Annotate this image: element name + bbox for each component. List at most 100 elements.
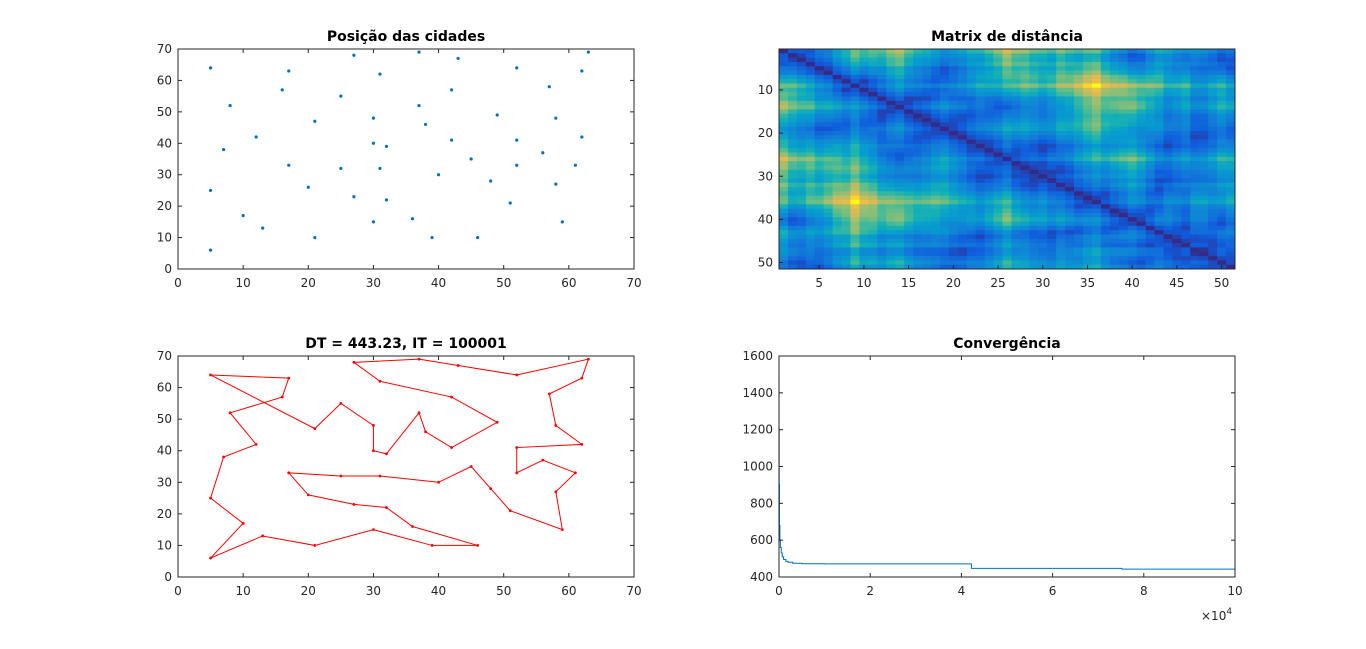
distance-cell	[1199, 109, 1209, 115]
distance-cell	[886, 74, 896, 80]
distance-cell	[1002, 208, 1012, 214]
distance-cell	[895, 230, 905, 235]
distance-cell	[1020, 122, 1030, 127]
distance-cell	[850, 260, 860, 266]
distance-cell	[1118, 165, 1129, 171]
distance-cell	[859, 122, 869, 127]
distance-cell	[1011, 49, 1021, 54]
distance-cell	[1199, 238, 1209, 244]
distance-cell	[1011, 238, 1021, 244]
route-xtick-label: 0	[174, 584, 182, 598]
distance-cell	[814, 225, 825, 231]
distance-cell	[1163, 243, 1173, 248]
distance-cell	[957, 130, 968, 136]
distance-cell	[913, 49, 923, 54]
distance-cell	[1029, 174, 1039, 179]
distance-cell	[796, 225, 807, 231]
distance-cell	[1154, 204, 1164, 209]
convergence-xtick-label: 10	[1227, 584, 1242, 598]
distance-cell	[1217, 161, 1227, 166]
distance-cell	[1145, 49, 1155, 54]
distance-cell	[993, 256, 1003, 261]
distance-cell	[841, 161, 851, 166]
distance-cell	[1181, 199, 1191, 205]
distance-cell	[1074, 178, 1084, 184]
distance-cell	[993, 148, 1003, 153]
distance-cell	[1065, 92, 1075, 97]
distance-cell	[779, 247, 789, 253]
distance-cell	[1145, 230, 1155, 235]
distance-cell	[1020, 130, 1030, 136]
distance-cell	[796, 212, 807, 218]
distance-cell	[1226, 118, 1236, 123]
distance-cell	[1163, 100, 1173, 106]
distance-cell	[1109, 96, 1120, 102]
distance-cell	[1020, 187, 1030, 192]
distance-cell	[1109, 230, 1120, 235]
distance-cell	[814, 256, 825, 261]
distance-cell	[904, 105, 914, 110]
distance-cell	[957, 161, 968, 166]
distance-cell	[984, 243, 994, 248]
distance-cell	[841, 191, 851, 197]
distance-cell	[1217, 178, 1227, 184]
distance-cell	[1172, 87, 1182, 93]
distance-cell	[1145, 118, 1155, 123]
distance-cell	[1091, 96, 1102, 102]
distance-cell	[1136, 230, 1146, 235]
distance-cell	[1154, 169, 1164, 175]
distance-cell	[922, 57, 932, 63]
convergence-ytick-label: 1600	[742, 349, 773, 363]
distance-cell	[814, 243, 825, 248]
distance-cell	[1011, 161, 1021, 166]
distance-cell	[1181, 187, 1191, 192]
distance-cell	[814, 161, 825, 166]
distance-cell	[1074, 57, 1084, 63]
city-point	[450, 88, 454, 92]
distance-cell	[948, 92, 959, 97]
distance-cell	[850, 174, 860, 179]
distance-cell	[1118, 243, 1129, 248]
distance-cell	[823, 208, 833, 214]
distance-cell	[787, 152, 798, 158]
distance-cell	[1127, 174, 1137, 179]
distance-cell	[913, 165, 923, 171]
distance-cell	[850, 221, 860, 227]
distance-cell	[805, 264, 816, 270]
distance-cell	[1100, 57, 1111, 63]
city-point	[586, 50, 591, 54]
distance-cell	[814, 208, 825, 214]
distance-cell	[779, 187, 789, 192]
distance-cell	[1172, 96, 1182, 102]
distance-cell	[1002, 135, 1012, 140]
distance-cell	[1109, 217, 1120, 222]
distance-cell	[1109, 169, 1120, 175]
distance-cell	[922, 143, 932, 149]
distance-cell	[922, 139, 932, 145]
distance-cell	[1011, 225, 1021, 231]
distance-cell	[814, 217, 825, 222]
distance-cell	[966, 61, 977, 67]
distance-cell	[1163, 148, 1173, 153]
distance-cell	[823, 217, 833, 222]
distance-cell	[1118, 126, 1129, 132]
distance-cell	[886, 208, 896, 214]
distance-cell	[1074, 156, 1084, 162]
distance-cell	[939, 191, 950, 197]
distance-cell	[787, 174, 798, 179]
distance-cell	[1011, 61, 1021, 67]
distance-cell	[1145, 199, 1155, 205]
distance-cell	[993, 109, 1003, 115]
distance-cell	[993, 118, 1003, 123]
distance-cell	[877, 57, 887, 63]
distance-cell	[895, 57, 905, 63]
distance-cell	[1100, 53, 1111, 58]
distance-cell	[1047, 109, 1057, 115]
distance-cell	[850, 234, 860, 240]
distance-cell	[1056, 165, 1066, 171]
distance-cell	[1091, 221, 1102, 227]
distance-cell	[913, 105, 923, 110]
distance-cell	[922, 70, 932, 76]
distance-cell	[1118, 204, 1129, 209]
distance-cell	[877, 122, 887, 127]
